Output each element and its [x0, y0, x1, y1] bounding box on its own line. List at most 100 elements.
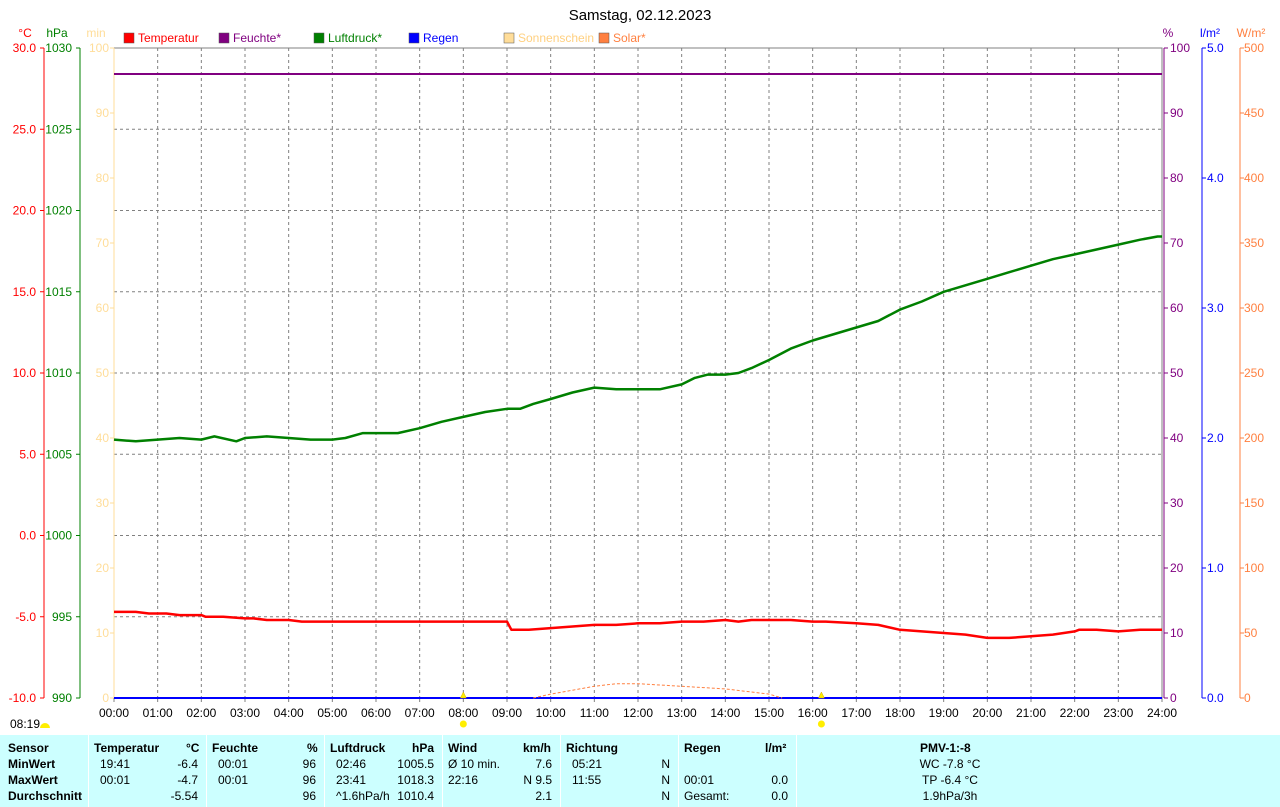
stat-rain-label: 00:01 — [684, 773, 715, 787]
legend-swatch — [598, 32, 610, 44]
pressure-tick-label: 995 — [52, 610, 72, 624]
stat-rain-val: 0.0 — [771, 789, 788, 803]
sun-markers: 08:19 — [10, 691, 825, 731]
temp-tick-label: 30.0 — [13, 41, 37, 55]
stat-press-time: ^1.6hPa/h — [336, 789, 390, 803]
stat-rain-val: 0.0 — [771, 773, 788, 787]
legend-label: Feuchte* — [233, 31, 281, 45]
sunrise-icon — [40, 723, 50, 728]
humidity-tick-label: 70 — [1170, 236, 1184, 250]
sunshine-unit-label: min — [86, 26, 105, 40]
stat-temp-time: 00:01 — [100, 773, 131, 787]
stat-wind-val: N 9.5 — [523, 773, 552, 787]
x-tick-label: 13:00 — [667, 706, 697, 720]
stat-rain-label: Gesamt: — [684, 789, 730, 803]
stat-temp-val: -6.4 — [177, 757, 198, 771]
grid — [113, 47, 1163, 699]
legend-swatch — [503, 32, 515, 44]
x-tick-label: 01:00 — [143, 706, 173, 720]
stats-separator — [442, 735, 443, 807]
solar-tick-label: 450 — [1244, 106, 1264, 120]
sun-marker-icon — [459, 691, 467, 699]
header-humidity-unit: % — [307, 741, 318, 755]
stat-press-val: 1018.3 — [397, 773, 434, 787]
x-tick-label: 12:00 — [623, 706, 653, 720]
stat-temp-time: 19:41 — [100, 757, 131, 771]
sunrise-time-label: 08:19 — [10, 717, 40, 731]
header-rain: Regen — [684, 741, 721, 755]
x-tick-label: 09:00 — [492, 706, 522, 720]
header-direction: Richtung — [566, 741, 618, 755]
humidity-tick-label: 90 — [1170, 106, 1184, 120]
stat-wind-label: Ø 10 min. — [448, 757, 501, 771]
chart-title: Samstag, 02.12.2023 — [569, 7, 712, 24]
humidity-tick-label: 10 — [1170, 626, 1184, 640]
x-tick-label: 07:00 — [405, 706, 435, 720]
x-tick-label: 20:00 — [972, 706, 1002, 720]
stat-temp-val: -4.7 — [177, 773, 198, 787]
humidity-tick-label: 30 — [1170, 496, 1184, 510]
sunshine-tick-label: 90 — [96, 106, 110, 120]
series-line-solar — [533, 683, 783, 699]
x-tick-label: 05:00 — [317, 706, 347, 720]
header-sensor: Sensor — [8, 741, 49, 755]
legend-swatch — [408, 32, 420, 44]
solar-tick-label: 300 — [1244, 301, 1264, 315]
solar-tick-label: 100 — [1244, 561, 1264, 575]
x-tick-label: 00:00 — [99, 706, 129, 720]
stat-hum-val: 96 — [302, 757, 316, 771]
x-axis-ticks: 00:00 01:00 02:00 03:00 04:00 05:00 06:00 07:00… — [99, 698, 1177, 720]
stat-wind-val: 2.1 — [535, 789, 552, 803]
header-temperature: Temperatur — [94, 741, 160, 755]
solar-tick-label: 150 — [1244, 496, 1264, 510]
legend-label: Temperatur — [138, 31, 199, 45]
temp-unit-label: °C — [18, 26, 32, 40]
statistics-panel: Sensor Temperatur °C Feuchte % Luftdruck… — [0, 735, 1280, 807]
solar-tick-label: 350 — [1244, 236, 1264, 250]
sunshine-tick-label: 40 — [96, 431, 110, 445]
solar-tick-label: 0 — [1244, 691, 1251, 705]
header-humidity: Feuchte — [212, 741, 259, 755]
stat-temp-val: -5.54 — [170, 789, 198, 803]
solar-tick-label: 400 — [1244, 171, 1264, 185]
x-tick-label: 17:00 — [841, 706, 871, 720]
stats-separator — [796, 735, 797, 807]
x-tick-label: 23:00 — [1103, 706, 1133, 720]
stat-extra: 1.9hPa/3h — [922, 789, 978, 803]
x-tick-label: 19:00 — [929, 706, 959, 720]
legend-swatch — [123, 32, 135, 44]
rain-tick-label: 5.0 — [1207, 41, 1224, 55]
rain-tick-label: 0.0 — [1207, 691, 1224, 705]
stat-hum-val: 96 — [302, 773, 316, 787]
x-tick-label: 06:00 — [361, 706, 391, 720]
pressure-tick-label: 1000 — [45, 529, 72, 543]
sunshine-tick-label: 70 — [96, 236, 110, 250]
rain-tick-label: 2.0 — [1207, 431, 1224, 445]
stat-label: MinWert — [8, 757, 56, 771]
stat-wind-label: 22:16 — [448, 773, 479, 787]
pressure-tick-label: 1030 — [45, 41, 72, 55]
x-tick-label: 04:00 — [274, 706, 304, 720]
humidity-tick-label: 60 — [1170, 301, 1184, 315]
x-tick-label: 18:00 — [885, 706, 915, 720]
temp-tick-label: -5.0 — [15, 610, 36, 624]
sunshine-tick-label: 10 — [96, 626, 110, 640]
series-line-luftdruck — [113, 235, 1162, 443]
series-line-temperatur — [114, 610, 1162, 640]
temp-tick-label: -10.0 — [9, 691, 37, 705]
humidity-tick-label: 50 — [1170, 366, 1184, 380]
legend-label: Luftdruck* — [328, 31, 382, 45]
header-pressure-unit: hPa — [412, 741, 435, 755]
pressure-tick-label: 1020 — [45, 204, 72, 218]
temp-tick-label: 15.0 — [13, 285, 37, 299]
stat-dir-time: 11:55 — [572, 773, 602, 787]
stat-press-val: 1005.5 — [397, 757, 434, 771]
header-rain-unit: l/m² — [765, 741, 787, 755]
x-tick-label: 15:00 — [754, 706, 784, 720]
sunshine-tick-label: 100 — [89, 41, 109, 55]
stats-separator — [88, 735, 89, 807]
solar-tick-label: 200 — [1244, 431, 1264, 445]
pressure-tick-label: 990 — [52, 691, 72, 705]
header-temperature-unit: °C — [186, 741, 200, 755]
stat-dir-time: 05:21 — [572, 757, 603, 771]
